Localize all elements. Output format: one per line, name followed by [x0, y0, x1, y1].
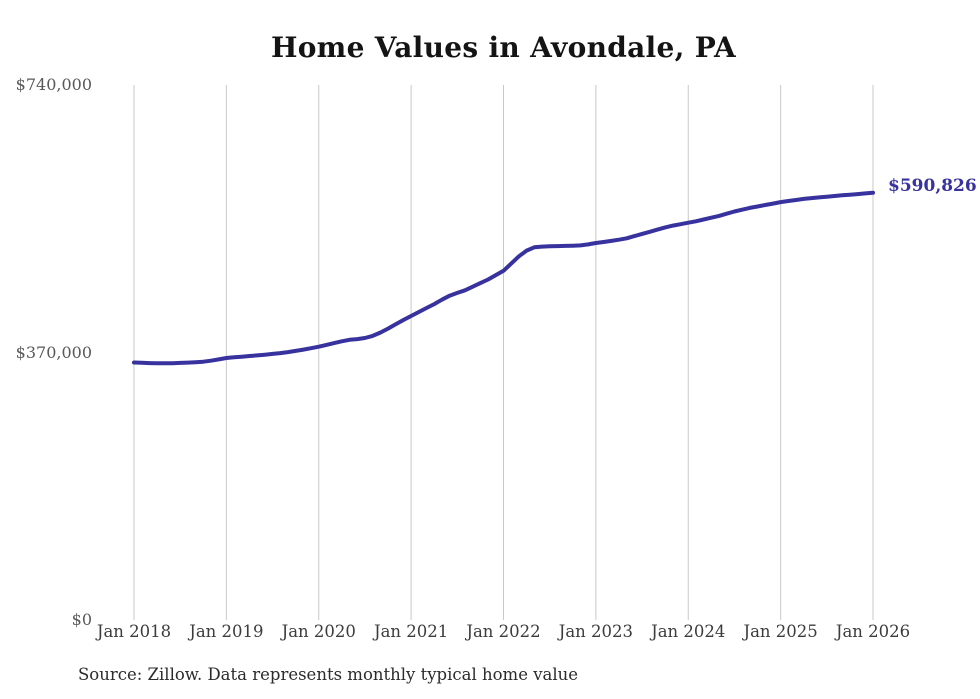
source-note: Source: Zillow. Data represents monthly … — [78, 665, 579, 684]
x-tick-label: Jan 2025 — [743, 622, 818, 641]
x-tick-label: Jan 2022 — [466, 622, 541, 641]
chart-title: Home Values in Avondale, PA — [270, 31, 737, 64]
x-tick-label: Jan 2023 — [558, 622, 634, 641]
x-tick-label: Jan 2024 — [651, 622, 726, 641]
x-tick-label: Jan 2019 — [189, 622, 264, 641]
x-tick-label: Jan 2018 — [96, 622, 172, 641]
value-line — [132, 190, 875, 366]
y-tick-label: $740,000 — [15, 75, 92, 94]
x-tick-label: Jan 2021 — [373, 622, 449, 641]
x-tick-label: Jan 2020 — [281, 622, 356, 641]
y-tick-label: $0 — [71, 610, 92, 629]
end-value-label: $590,826 — [888, 175, 977, 196]
y-tick-label: $370,000 — [15, 342, 92, 362]
x-tick-label: Jan 2026 — [835, 622, 911, 641]
